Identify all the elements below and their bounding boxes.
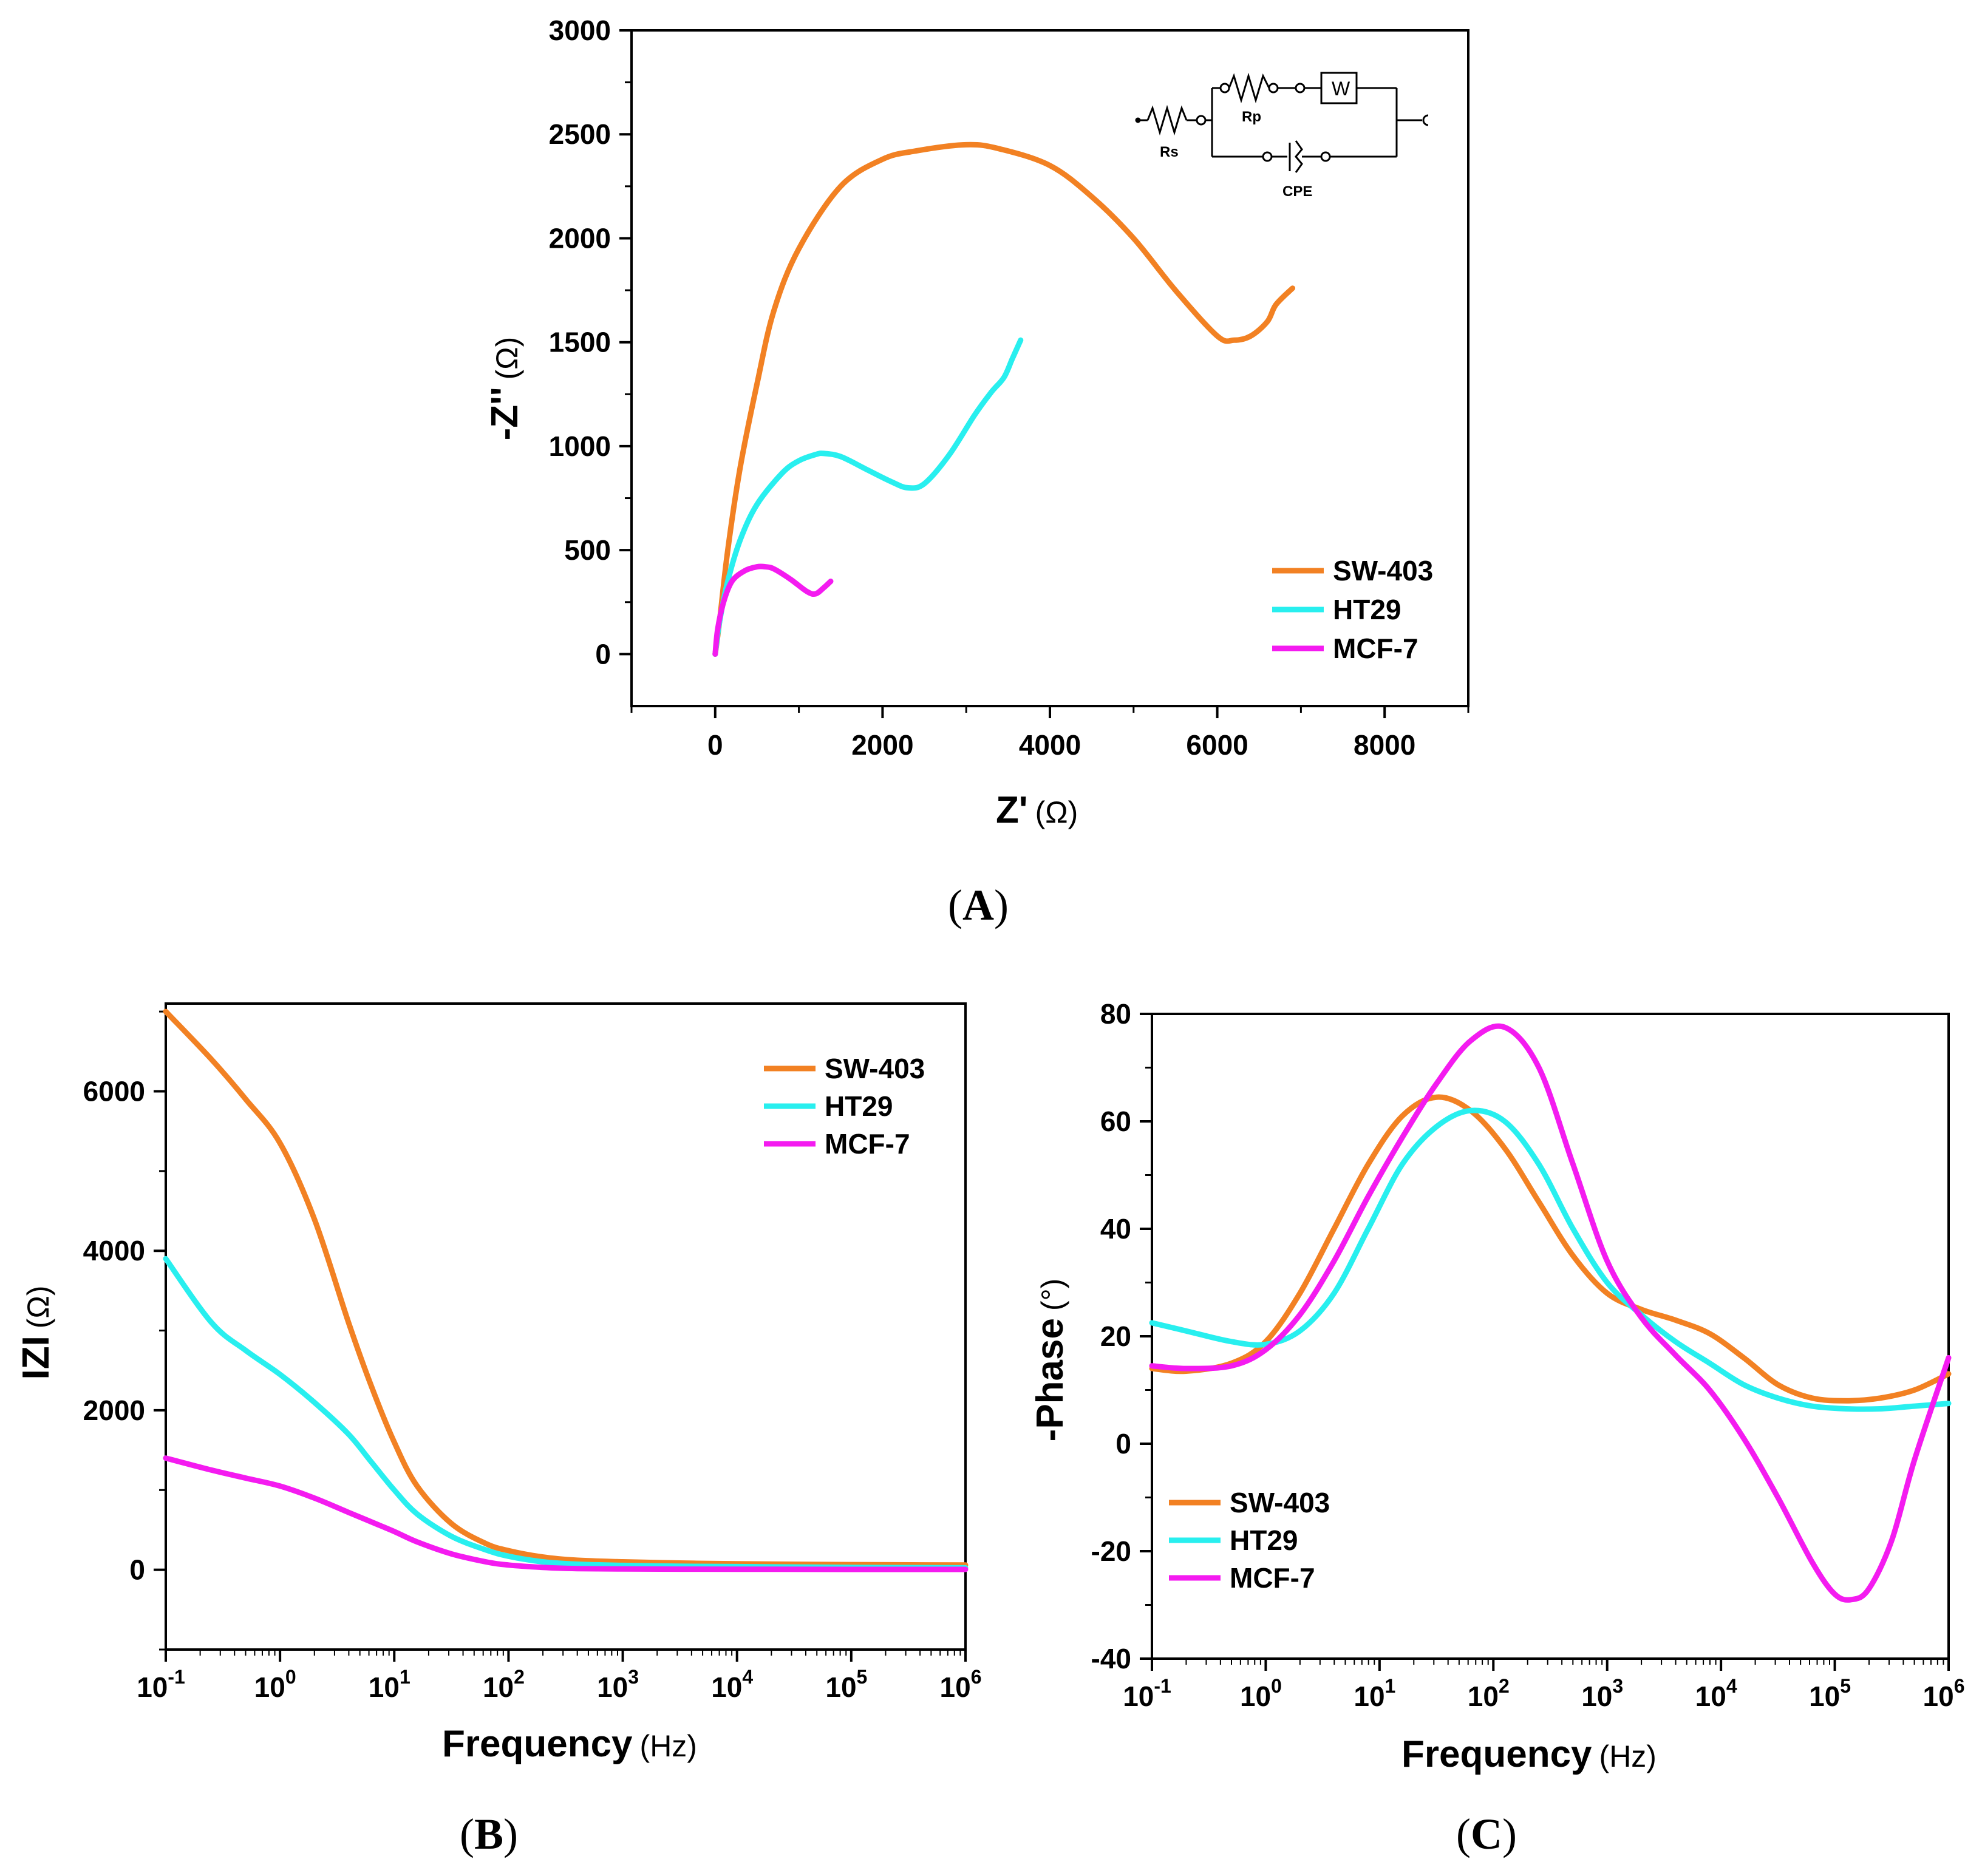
y-tick-label: -40 [1091, 1643, 1131, 1674]
bode-phase-chart: -40 -20 0 20 40 60 80 10-1 100 101 102 103 104 105 106… [1029, 998, 1964, 1775]
y-tick-label: 80 [1100, 998, 1131, 1030]
legend: SW-403 HT29 MCF-7 [1169, 1487, 1330, 1594]
x-tick-label: 4000 [1019, 729, 1081, 761]
x-tick-label: 105 [825, 1666, 867, 1703]
circuit-terminal-icon [1422, 114, 1429, 126]
circuit-label-rp: Rp [1242, 109, 1261, 125]
y-tick-label: 1000 [549, 430, 611, 462]
legend-label-sw-403: SW-403 [825, 1053, 925, 1084]
legend: SW-403 HT29 MCF-7 [1272, 555, 1433, 664]
series-line-sw-403 [1149, 1094, 1952, 1404]
equivalent-circuit-inset [1135, 72, 1429, 173]
y-tick-label: 40 [1100, 1213, 1131, 1245]
x-tick-label: 106 [940, 1666, 982, 1703]
x-axis-label: Frequency (Hz) [442, 1723, 697, 1765]
y-tick-label: 3000 [549, 15, 611, 46]
series-line-mcf-7 [1149, 1023, 1952, 1603]
panel-label-c: (C) [1456, 1810, 1517, 1858]
x-tick-label: 106 [1923, 1675, 1965, 1712]
legend-label-mcf-7: MCF-7 [825, 1128, 910, 1160]
x-tick-label: 103 [597, 1666, 639, 1703]
y-tick-label: 0 [129, 1554, 145, 1586]
x-tick-label: 104 [1695, 1675, 1737, 1712]
x-tick-label: 102 [483, 1666, 525, 1703]
legend-label-ht29: HT29 [825, 1090, 893, 1122]
legend-label-mcf-7: MCF-7 [1333, 633, 1418, 664]
y-tick-label: 0 [595, 638, 611, 670]
y-tick-label: 0 [1115, 1428, 1131, 1460]
resistor-rs-icon [1146, 104, 1188, 136]
x-tick-label: 2000 [851, 729, 913, 761]
y-tick-label: 500 [564, 534, 611, 566]
x-tick-label: 105 [1809, 1675, 1851, 1712]
y-tick-label: 60 [1100, 1106, 1131, 1137]
series-line-sw-403 [163, 1008, 969, 1568]
y-axis-label: -Z''(Ω) [484, 337, 526, 441]
y-axis-label: -Phase(°) [1029, 1279, 1071, 1442]
circuit-label-rs: Rs [1160, 144, 1179, 160]
x-tick-label: 8000 [1354, 729, 1415, 761]
x-tick-label: 101 [369, 1666, 410, 1703]
y-tick-label: 4000 [83, 1235, 145, 1266]
series-line-mcf-7 [712, 563, 834, 657]
series-line-ht29 [1149, 1107, 1952, 1412]
legend-label-ht29: HT29 [1230, 1524, 1298, 1556]
x-tick-label: 102 [1468, 1675, 1510, 1712]
x-tick-label: 100 [1240, 1675, 1282, 1712]
x-tick-label: 100 [254, 1666, 296, 1703]
y-tick-label: -20 [1091, 1535, 1131, 1567]
circuit-label-cpe: CPE [1282, 183, 1312, 200]
x-tick-label: 6000 [1186, 729, 1248, 761]
plot-frame [165, 1002, 967, 1651]
legend-label-sw-403: SW-403 [1333, 555, 1433, 586]
x-tick-label: 104 [711, 1666, 753, 1703]
panel-label-a: (A) [948, 881, 1009, 930]
legend-label-sw-403: SW-403 [1230, 1487, 1330, 1518]
legend-label-ht29: HT29 [1333, 594, 1401, 625]
resistor-rp-icon [1228, 72, 1270, 104]
bode-magnitude-chart: 0 2000 4000 6000 10-1 100 101 102 103 104 105 106 F… [15, 1002, 982, 1765]
legend: SW-403 HT29 MCF-7 [764, 1053, 925, 1160]
series-line-mcf-7 [163, 1455, 969, 1572]
x-tick-label: 0 [707, 729, 723, 761]
panel-label-b: (B) [460, 1810, 518, 1858]
y-tick-label: 2500 [549, 118, 611, 150]
nyquist-chart: 0 500 1000 1500 2000 2500 3000 0 2000 4000 6000 800… [484, 15, 1469, 831]
x-tick-label: 103 [1581, 1675, 1623, 1712]
series-line-ht29 [712, 337, 1024, 657]
x-tick-label: 101 [1354, 1675, 1395, 1712]
y-tick-label: 1500 [549, 327, 611, 358]
x-axis-label: Z' (Ω) [996, 789, 1078, 831]
y-tick-label: 6000 [83, 1075, 145, 1107]
x-tick-label: 10-1 [1123, 1675, 1171, 1712]
y-axis-label: IZI(Ω) [15, 1285, 57, 1379]
y-tick-label: 2000 [549, 222, 611, 254]
circuit-label-w: W [1332, 78, 1350, 100]
legend-label-mcf-7: MCF-7 [1230, 1562, 1315, 1594]
x-tick-label: 10-1 [137, 1666, 185, 1703]
x-axis-label: Frequency (Hz) [1401, 1733, 1657, 1775]
y-tick-label: 20 [1100, 1320, 1131, 1352]
y-tick-label: 2000 [83, 1395, 145, 1426]
series-line-sw-403 [712, 141, 1296, 657]
